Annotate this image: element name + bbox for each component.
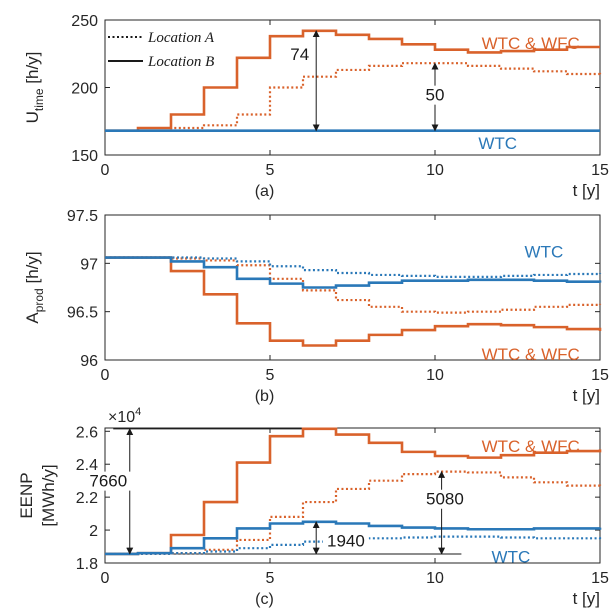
y-axis-label: Aprod [h/y] bbox=[23, 251, 46, 323]
series-label-wtc: WTC bbox=[478, 134, 517, 153]
y-axis-label-unit: [h/y] bbox=[23, 52, 42, 89]
y-tick-label: 150 bbox=[71, 148, 98, 165]
y-axis-label-subscript: prod bbox=[32, 288, 46, 312]
y-axis-label-unit: [h/y] bbox=[23, 251, 42, 288]
annotation-label: 1940 bbox=[327, 532, 365, 551]
y-tick-label: 200 bbox=[71, 81, 98, 98]
annotation-label-bg bbox=[85, 471, 132, 491]
x-tick-label: 0 bbox=[101, 570, 110, 587]
annotation-label: 5080 bbox=[426, 490, 464, 509]
y-tick-label: 250 bbox=[71, 13, 98, 30]
y-tick-label: 1.8 bbox=[76, 556, 98, 573]
y-axis-label-line1: EENP bbox=[17, 472, 36, 518]
y-tick-label: 2 bbox=[89, 523, 98, 540]
annotation-label-bg bbox=[422, 85, 448, 105]
legend-entry-label: Location A bbox=[147, 30, 215, 46]
x-tick-label: 5 bbox=[266, 367, 275, 384]
annotation-label-bg bbox=[322, 531, 369, 551]
annotation-label: 74 bbox=[290, 45, 309, 64]
panel-3: 0 5 10 15 1.8 2 2.2 2.4 2.6 t [y] (c) EENP [MWh/y] ×1… bbox=[17, 406, 609, 608]
x-tick-label: 0 bbox=[101, 367, 110, 384]
legend-entry-label: Location B bbox=[147, 54, 214, 70]
series-label-wtc: WTC bbox=[492, 547, 531, 566]
y-tick-label: 96.5 bbox=[67, 305, 98, 322]
x-tick-label: 15 bbox=[591, 367, 609, 384]
y-tick-label: 2.6 bbox=[76, 424, 98, 441]
y-axis-label-line2: [MWh/y] bbox=[39, 464, 58, 526]
panel-2: 0 5 10 15 96 96.5 97 97.5 t [y] (b) Aprod [h/y] WTC… bbox=[23, 208, 609, 405]
annotation-label: 50 bbox=[426, 86, 445, 105]
series-label-wfc: WTC & WFC bbox=[482, 437, 580, 456]
series-line-wfc-location-b bbox=[105, 29, 600, 132]
y-tick-label: 96 bbox=[80, 353, 98, 370]
x-axis-label: t [y] bbox=[573, 386, 600, 405]
panel-label: (a) bbox=[255, 183, 275, 200]
x-axis-label: t [y] bbox=[573, 181, 600, 200]
annotation-label: 7660 bbox=[89, 472, 127, 491]
panel-label: (b) bbox=[255, 388, 275, 405]
y-tick-label: 2.2 bbox=[76, 490, 98, 507]
series-label-wfc: WTC & WFC bbox=[482, 345, 580, 364]
x-tick-label: 10 bbox=[426, 162, 444, 179]
series-line-wfc-location-b bbox=[105, 427, 602, 556]
series-line-wtc-location-b bbox=[105, 256, 602, 289]
plot-frame bbox=[104, 427, 601, 564]
panel-1: 0 5 10 15 150 200 250 t [y] (a) Utime [h/y] 74 50 WT… bbox=[23, 13, 609, 200]
y-tick-label: 97 bbox=[80, 256, 98, 273]
y-axis-label-main: U bbox=[23, 111, 42, 123]
annotation-label-bg bbox=[421, 489, 468, 509]
x-axis-label: t [y] bbox=[573, 589, 600, 608]
panel-label: (c) bbox=[255, 591, 274, 608]
series-line-wfc-location-a bbox=[105, 470, 602, 556]
x-tick-label: 5 bbox=[266, 570, 275, 587]
y-axis-label-subscript: time bbox=[32, 88, 46, 111]
x-tick-label: 15 bbox=[591, 162, 609, 179]
series-label-wtc: WTC bbox=[525, 243, 564, 262]
x-tick-label: 15 bbox=[591, 570, 609, 587]
y-axis-label-main: A bbox=[23, 312, 42, 324]
axis-exponent-power: 4 bbox=[135, 406, 141, 418]
axis-exponent-base: ×10 bbox=[108, 409, 135, 426]
plot-frame bbox=[104, 214, 601, 361]
series-label-wfc: WTC & WFC bbox=[482, 34, 580, 53]
series-line-wfc-location-a bbox=[105, 62, 602, 132]
series-line-wtc-location-a bbox=[105, 256, 602, 278]
y-tick-label: 2.4 bbox=[76, 457, 98, 474]
series-line-wfc-location-a bbox=[105, 256, 602, 314]
x-tick-label: 10 bbox=[426, 367, 444, 384]
x-tick-label: 5 bbox=[266, 162, 275, 179]
y-tick-label: 97.5 bbox=[67, 208, 98, 225]
series-line-wtc-location-b bbox=[105, 520, 602, 556]
x-tick-label: 10 bbox=[426, 570, 444, 587]
x-tick-label: 0 bbox=[101, 162, 110, 179]
series-line-wfc-location-b bbox=[105, 256, 602, 347]
annotation-label-bg bbox=[286, 45, 313, 65]
y-axis-label: Utime [h/y] bbox=[23, 52, 46, 124]
axis-exponent: ×104 bbox=[108, 406, 141, 426]
